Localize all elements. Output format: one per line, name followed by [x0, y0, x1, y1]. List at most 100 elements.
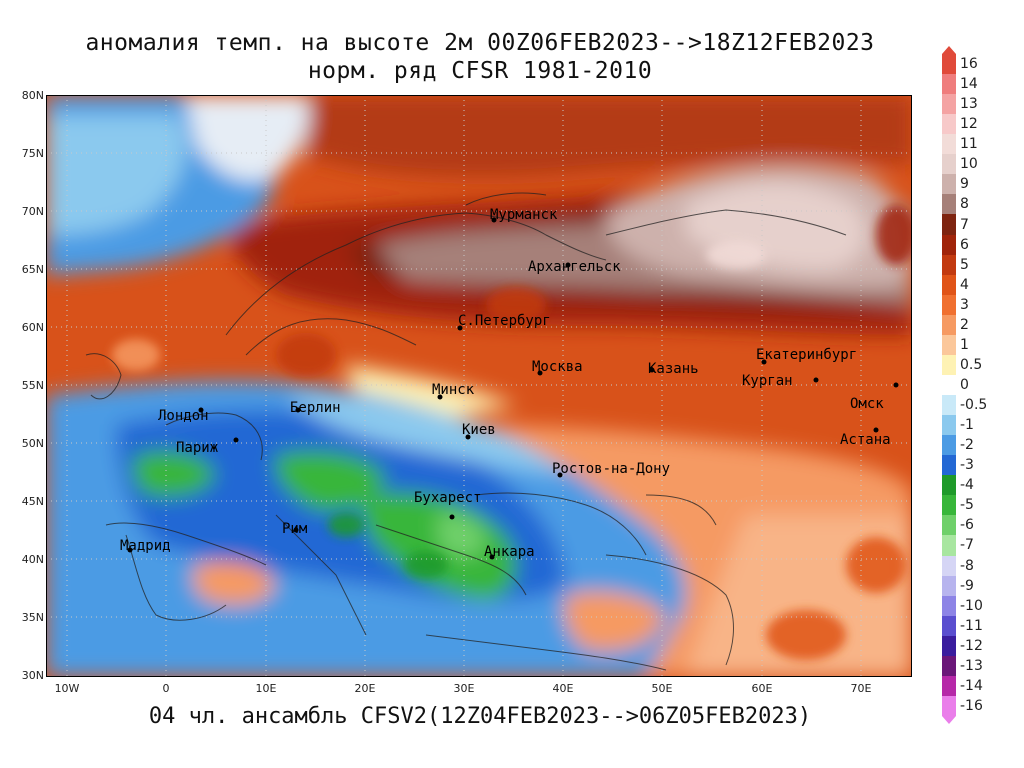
legend-label: 10 [960, 156, 978, 173]
anomaly-map-canvas: Мурманск Архангельск С.Петербург Москва … [46, 95, 912, 677]
coastlines [85, 192, 847, 671]
lon-label: 60E [751, 682, 773, 695]
lat-label: 50N [21, 437, 44, 450]
city-label: Омск [850, 396, 884, 412]
legend-swatch [942, 475, 956, 496]
legend-label: -7 [960, 537, 974, 554]
legend-swatch [942, 154, 956, 175]
lat-label: 80N [21, 89, 44, 102]
legend-label: -0.5 [960, 397, 988, 414]
legend-swatch [942, 294, 956, 316]
legend-label: -2 [960, 437, 974, 454]
city-label: Москва [532, 359, 583, 375]
legend-label: 1 [960, 336, 969, 353]
legend-swatch [942, 575, 956, 597]
legend-swatch [942, 675, 956, 697]
city-label: Мурманск [490, 207, 558, 223]
legend-label: 16 [960, 56, 978, 73]
ensemble-footer: 04 чл. ансамбль CFSV2(12Z04FEB2023-->06Z… [148, 704, 812, 729]
legend-label: -5 [960, 497, 974, 514]
legend-swatch [942, 74, 956, 95]
city-label: Лондон [158, 408, 209, 424]
lat-label: 45N [21, 495, 44, 508]
city-label: Астана [840, 432, 891, 448]
city-label: Париж [176, 440, 219, 456]
legend-swatch [942, 435, 956, 456]
city-label: Архангельск [528, 259, 621, 275]
legend-label: 12 [960, 116, 978, 133]
city-label: Минск [432, 382, 475, 398]
legend-bottom-arrow [942, 716, 956, 724]
city-label: Мадрид [120, 538, 171, 554]
legend-label: 6 [960, 236, 969, 253]
lon-label: 10W [54, 682, 80, 695]
legend-swatch [942, 374, 956, 396]
city-label: Казань [648, 361, 699, 377]
map-frame [46, 95, 912, 677]
anomaly-map: Мурманск Архангельск С.Петербург Москва … [46, 95, 912, 677]
color-legend: 16 14 13 12 11 10 9 8 7 6 5 4 3 2 1 0.5 0 -0.5 -1 -2 -3 -4 -5 -… [938, 46, 1018, 726]
legend-swatch [942, 615, 956, 637]
legend-label: 0 [960, 377, 969, 393]
legend-swatch [942, 234, 956, 256]
city-label: Екатеринбург [756, 347, 857, 363]
legend-top-arrow [942, 46, 956, 54]
city-label: Бухарест [414, 490, 481, 506]
legend-label: -9 [960, 577, 974, 594]
lat-label: 70N [21, 205, 44, 218]
lat-label: 60N [21, 321, 44, 334]
legend-label: -11 [960, 617, 983, 634]
legend-swatch [942, 314, 956, 336]
legend-swatch [942, 54, 956, 75]
legend-swatch [942, 174, 956, 195]
legend-label: 8 [960, 196, 969, 213]
map-grid [46, 95, 912, 677]
legend-swatch [942, 254, 956, 276]
legend-label: -13 [960, 657, 983, 674]
legend-label: -10 [960, 597, 983, 614]
legend-label: -8 [960, 557, 974, 574]
legend-label: 7 [960, 216, 969, 233]
legend-swatch [942, 495, 956, 516]
lon-label: 20E [354, 682, 376, 695]
map-title: аномалия темп. на высоте 2м 00Z06FEB2023… [85, 30, 875, 56]
lon-label: 40E [552, 682, 574, 695]
legend-swatch [942, 595, 956, 617]
lon-label: 0 [162, 682, 170, 695]
city-label: Берлин [290, 400, 341, 416]
lat-label: 35N [21, 611, 44, 624]
legend-swatch [942, 194, 956, 215]
legend-swatch [942, 214, 956, 236]
legend-label: 0.5 [960, 356, 983, 373]
legend-label: -12 [960, 637, 983, 654]
lat-label: 65N [21, 263, 44, 276]
legend-label: 9 [960, 176, 969, 193]
legend-label: -1 [960, 417, 974, 434]
city-label: Рим [282, 521, 308, 537]
legend-label: 5 [960, 256, 969, 273]
legend-label: -14 [960, 677, 983, 694]
legend-label: -16 [960, 697, 983, 714]
legend-swatch [942, 635, 956, 657]
lat-label: 30N [21, 669, 44, 682]
legend-swatch [942, 535, 956, 556]
city-label: Анкара [484, 544, 535, 560]
city-label: Киев [462, 422, 496, 438]
legend-label: 14 [960, 76, 978, 93]
legend-swatch [942, 274, 956, 296]
legend-label: -3 [960, 457, 974, 474]
legend-swatch [942, 695, 956, 717]
legend-swatch [942, 515, 956, 536]
legend-swatch [942, 94, 956, 115]
lat-label: 55N [21, 379, 44, 392]
legend-label: -6 [960, 517, 974, 534]
legend-label: -4 [960, 477, 974, 494]
legend-swatch [942, 114, 956, 135]
lon-label: 30E [453, 682, 475, 695]
legend-label: 3 [960, 296, 969, 313]
legend-label: 4 [960, 276, 969, 293]
legend-swatch [942, 555, 956, 577]
lon-label: 50E [651, 682, 673, 695]
lat-label: 40N [21, 553, 44, 566]
legend-label: 13 [960, 96, 978, 113]
